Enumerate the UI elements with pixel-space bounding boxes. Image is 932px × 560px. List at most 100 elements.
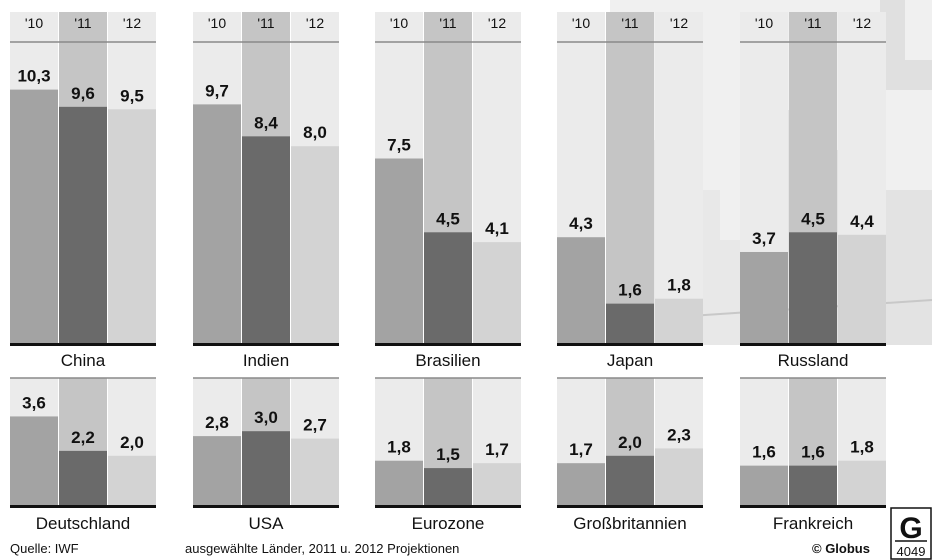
bar-brasilien-3 [473, 242, 521, 343]
data-label: 7,5 [387, 136, 411, 155]
data-label: 1,7 [485, 440, 509, 459]
publisher-credit: © Globus [812, 541, 870, 556]
data-label: 1,8 [387, 438, 411, 457]
bar-japan-2 [606, 303, 654, 343]
bar-indien-2 [242, 136, 290, 343]
country-label: Japan [607, 351, 653, 370]
data-label: 2,3 [667, 425, 691, 444]
panel-indien: '10 '11 '12 9,7 8,4 8,0 Indien [193, 12, 339, 370]
bar-japan-1 [557, 237, 605, 343]
year-label: '12 [488, 15, 506, 31]
panel-china: '10 '11 '12 10,3 9,6 9,5 China [10, 12, 156, 370]
bar-deutschland-2 [59, 450, 107, 505]
bar-russland-2 [789, 232, 837, 343]
year-label: '12 [306, 15, 324, 31]
footnote: ausgewählte Länder, 2011 u. 2012 Projekt… [185, 541, 459, 556]
year-label: '12 [670, 15, 688, 31]
country-label: Deutschland [36, 514, 131, 533]
logo-letter: G [899, 512, 922, 545]
bar-usa-2 [242, 431, 290, 505]
graphic-number: 4049 [897, 544, 926, 559]
data-label: 4,4 [850, 212, 874, 231]
bar-gro-britannien-1 [557, 463, 605, 505]
data-label: 8,4 [254, 113, 278, 132]
country-label: Frankreich [773, 514, 853, 533]
bar-deutschland-1 [10, 416, 58, 505]
year-label: '10 [390, 15, 408, 31]
country-label: USA [249, 514, 285, 533]
bar-brasilien-2 [424, 232, 472, 343]
data-label: 1,6 [801, 443, 825, 462]
year-label: '11 [439, 15, 456, 31]
data-label: 2,0 [618, 433, 642, 452]
data-label: 4,1 [485, 219, 509, 238]
data-label: 9,6 [71, 84, 95, 103]
bar-indien-1 [193, 104, 241, 343]
bar-frankreich-1 [740, 465, 788, 505]
data-label: 3,6 [22, 393, 46, 412]
column-band-3 [655, 12, 703, 343]
data-label: 1,6 [618, 281, 642, 300]
panel-japan: '10 '11 '12 4,3 1,6 1,8 Japan [557, 12, 703, 370]
data-label: 2,8 [205, 413, 229, 432]
bar-gro-britannien-2 [606, 455, 654, 505]
bar-frankreich-3 [838, 460, 886, 505]
data-label: 4,5 [801, 209, 825, 228]
data-label: 10,3 [17, 67, 50, 86]
data-label: 1,8 [850, 438, 874, 457]
bar-eurozone-3 [473, 463, 521, 505]
bar-japan-3 [655, 298, 703, 343]
panel-brasilien: '10 '11 '12 7,5 4,5 4,1 Brasilien [375, 12, 521, 370]
year-label: '10 [755, 15, 773, 31]
bar-russland-1 [740, 251, 788, 343]
year-label: '11 [257, 15, 274, 31]
data-label: 3,7 [752, 229, 776, 248]
year-label: '10 [208, 15, 226, 31]
bar-brasilien-1 [375, 158, 423, 343]
panel-usa: 2,8 3,0 2,7 USA [193, 377, 339, 533]
bar-china-3 [108, 109, 156, 343]
country-label: Russland [778, 351, 849, 370]
data-label: 1,6 [752, 443, 776, 462]
country-label: Eurozone [412, 514, 485, 533]
data-label: 2,7 [303, 416, 327, 435]
year-label: '10 [25, 15, 43, 31]
column-band-2 [606, 12, 654, 343]
data-label: 2,2 [71, 428, 95, 447]
year-label: '12 [853, 15, 871, 31]
data-label: 3,0 [254, 408, 278, 427]
bar-deutschland-3 [108, 455, 156, 505]
panel-eurozone: 1,8 1,5 1,7 Eurozone [375, 377, 521, 533]
bar-gro-britannien-3 [655, 448, 703, 505]
panel-gro-britannien: 1,7 2,0 2,3 Großbritannien [557, 377, 703, 533]
source-label: Quelle: IWF [10, 541, 79, 556]
globus-logo: G 4049 [890, 507, 932, 560]
year-label: '11 [804, 15, 821, 31]
panel-frankreich: 1,6 1,6 1,8 Frankreich [740, 377, 886, 533]
data-label: 8,0 [303, 123, 327, 142]
bar-panels: '10 '11 '12 10,3 9,6 9,5 China '10 '11 '12 9,7 8,4 8… [10, 12, 886, 533]
data-label: 1,7 [569, 440, 593, 459]
country-label: Großbritannien [573, 514, 686, 533]
bar-usa-3 [291, 438, 339, 505]
data-label: 4,5 [436, 209, 460, 228]
year-label: '10 [572, 15, 590, 31]
data-label: 9,5 [120, 86, 144, 105]
bar-russland-3 [838, 234, 886, 343]
data-label: 4,3 [569, 214, 593, 233]
data-label: 1,5 [436, 445, 460, 464]
data-label: 2,0 [120, 433, 144, 452]
panel-russland: '10 '11 '12 3,7 4,5 4,4 Russland [740, 12, 886, 370]
bar-usa-1 [193, 436, 241, 505]
year-label: '11 [621, 15, 638, 31]
year-label: '12 [123, 15, 141, 31]
bar-china-1 [10, 89, 58, 344]
bar-eurozone-2 [424, 468, 472, 505]
panel-deutschland: 3,6 2,2 2,0 Deutschland [10, 377, 156, 533]
year-label: '11 [74, 15, 91, 31]
bar-indien-3 [291, 146, 339, 343]
country-label: Brasilien [415, 351, 480, 370]
data-label: 1,8 [667, 276, 691, 295]
bar-eurozone-1 [375, 460, 423, 505]
